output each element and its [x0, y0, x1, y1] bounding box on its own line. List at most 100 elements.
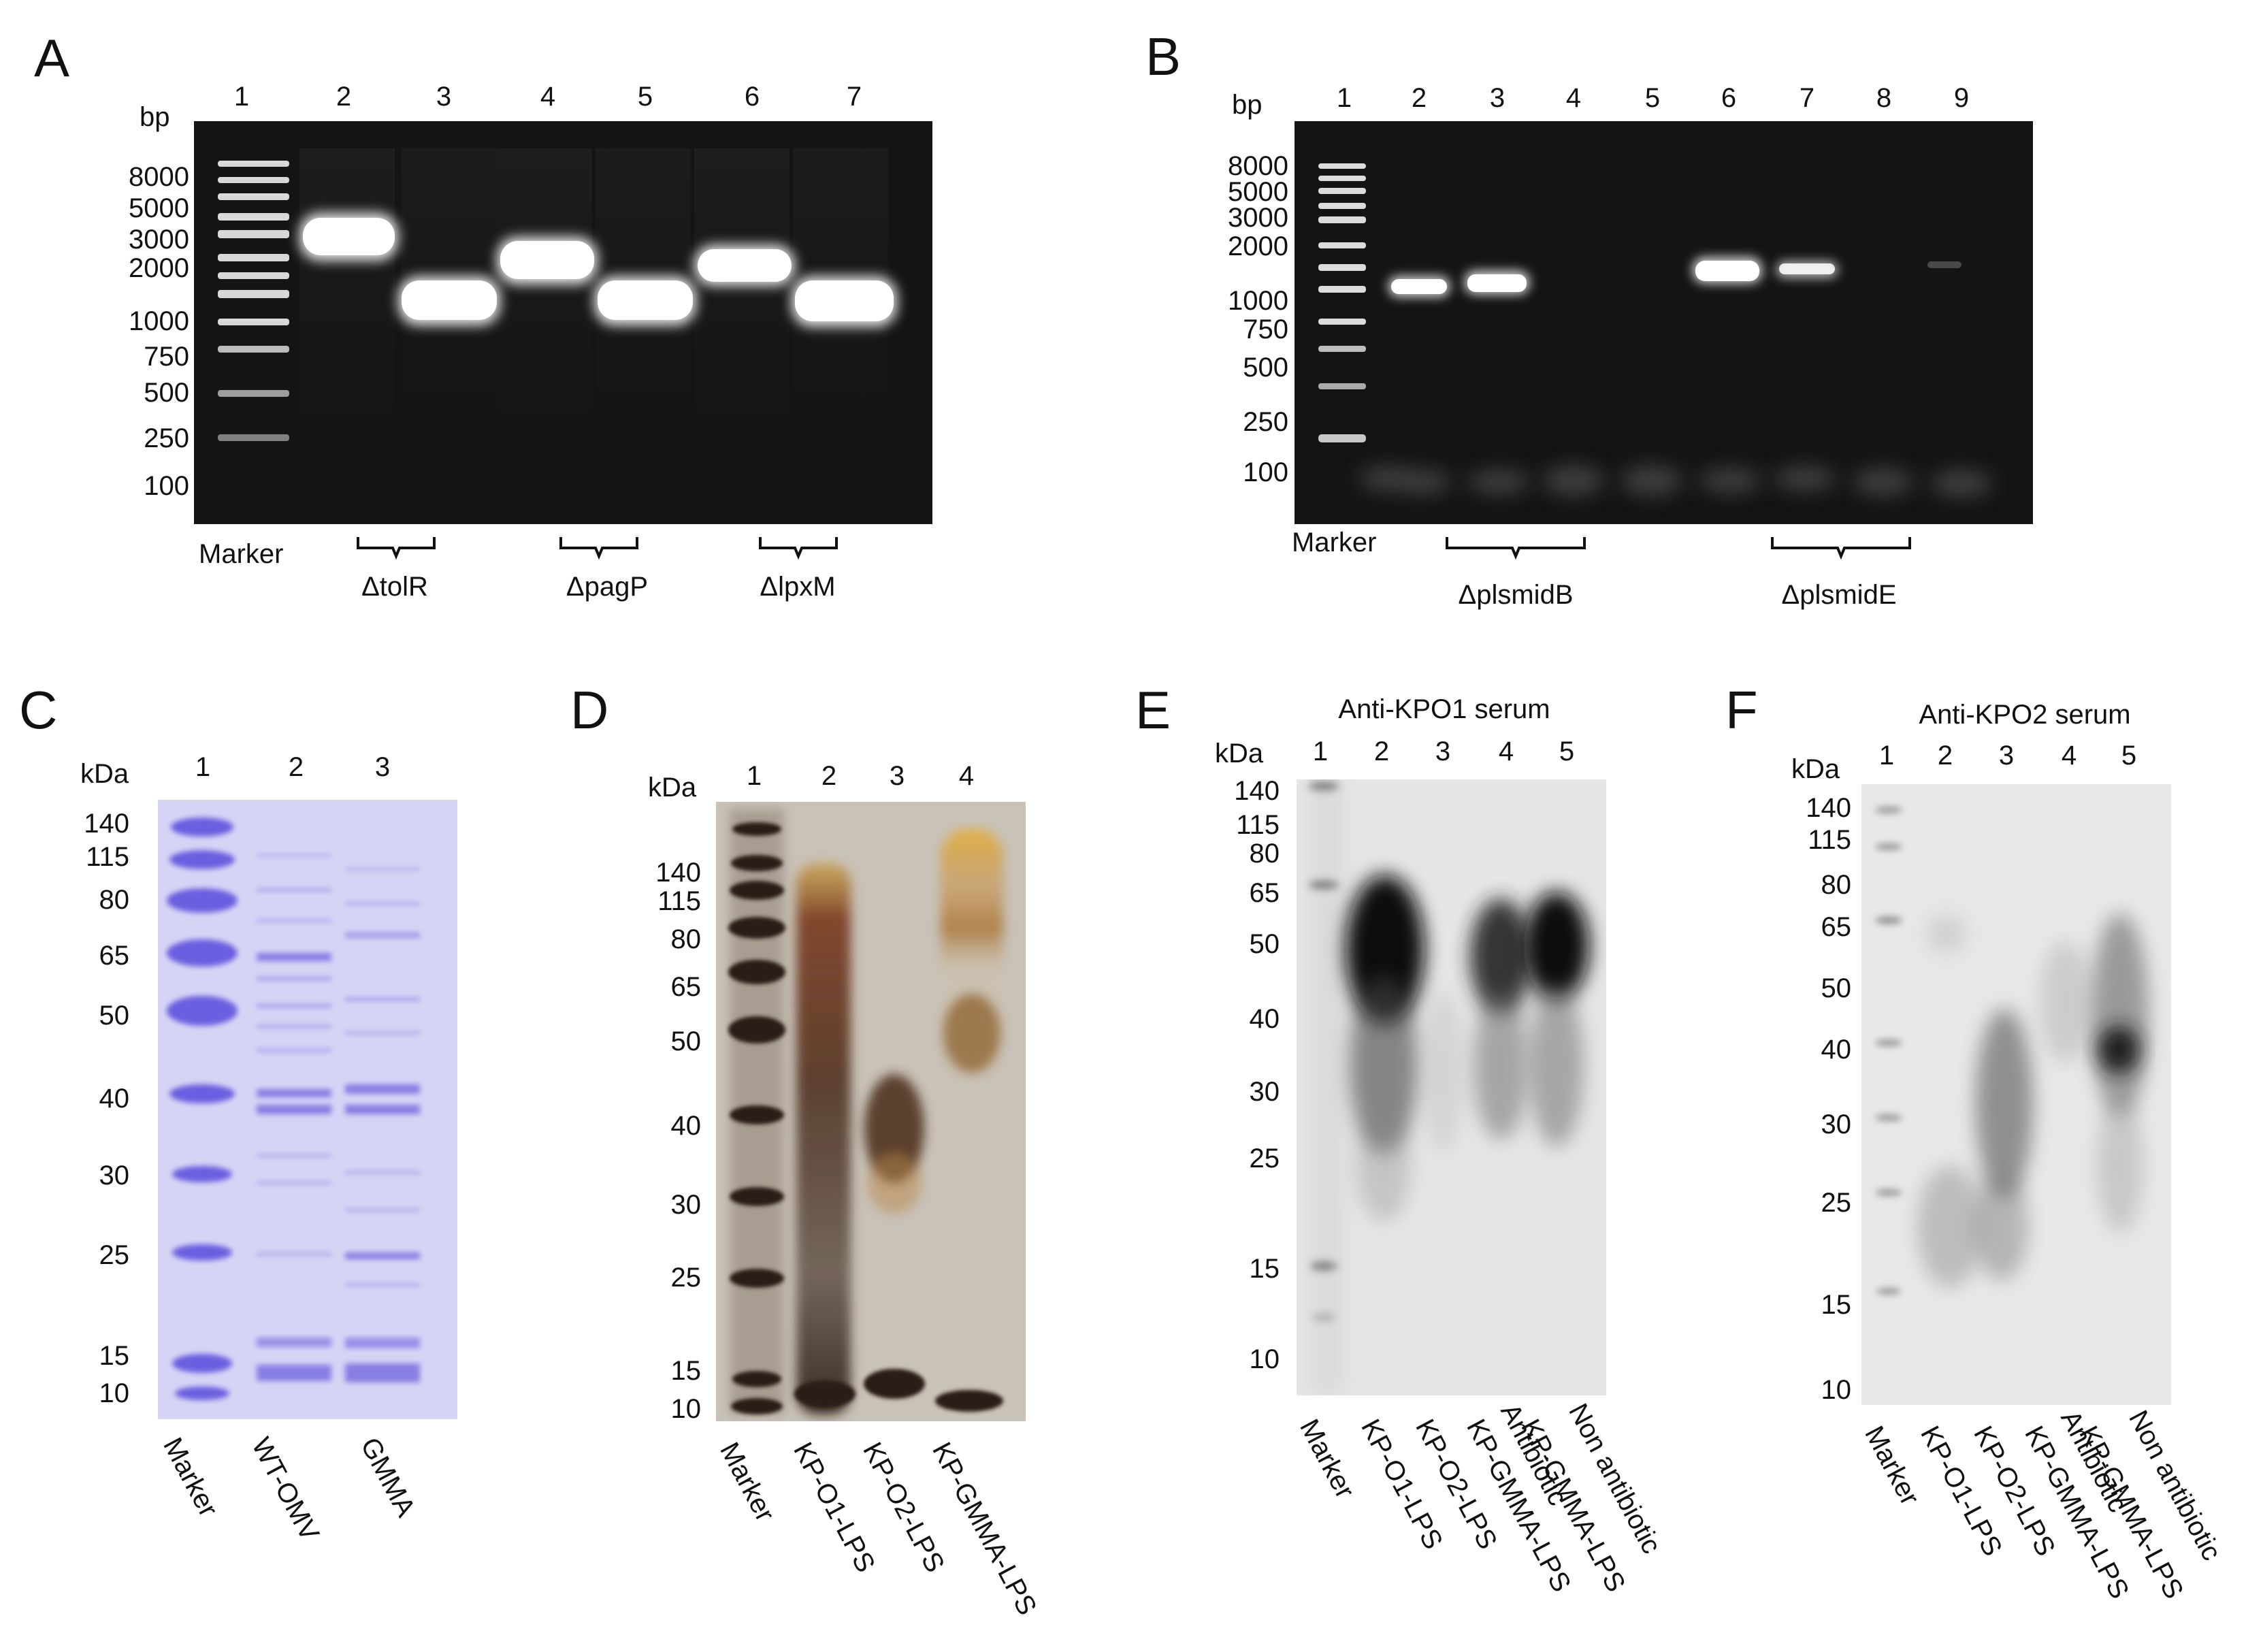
panel-f-marker-10: 10 [1821, 1375, 1852, 1405]
panel-a-marker-1000: 1000 [129, 306, 189, 336]
panel-e-marker-40: 40 [1249, 1004, 1280, 1034]
panel-a-lane-3: 3 [436, 82, 452, 112]
panel-b-marker-8000: 8000 [1228, 151, 1288, 181]
panel-d-gel-image [716, 802, 1026, 1421]
panel-d-marker-50: 50 [670, 1026, 702, 1056]
panel-b-marker-5000: 5000 [1228, 177, 1288, 207]
panel-d-letter: D [570, 680, 609, 740]
panel-d-marker-10: 10 [670, 1394, 702, 1424]
panel-e-lane-1: 1 [1312, 736, 1329, 766]
panel-f-lane-3: 3 [1998, 741, 2015, 771]
panel-f-marker-50: 50 [1821, 973, 1852, 1003]
panel-f-marker-65: 65 [1821, 912, 1852, 942]
panel-a-letter: A [34, 28, 70, 88]
panel-e-unit: kDa [1215, 739, 1264, 768]
panel-a-lane-7: 7 [846, 82, 862, 112]
panel-b-lane-3: 3 [1489, 83, 1505, 113]
panel-e-blot-image [1297, 779, 1606, 1395]
panel-f-title: Anti-KPO2 serum [1919, 700, 2131, 730]
panel-d-label-kp-gmma-lps: KP-GMMA-LPS [926, 1438, 1043, 1620]
panel-e-lane-3: 3 [1435, 736, 1451, 766]
panel-c-marker-25: 25 [99, 1240, 130, 1270]
panel-e-marker-50: 50 [1249, 929, 1280, 959]
panel-a-marker-250: 250 [144, 423, 189, 453]
panel-c-marker-50: 50 [99, 1001, 130, 1031]
panel-a-group-pagp: ΔpagP [566, 572, 649, 602]
panel-c-label-marker: Marker [157, 1433, 224, 1522]
panel-c-label-wt-omv: WT-OMV [246, 1433, 325, 1546]
panel-a-group-lpxm: ΔlpxM [760, 572, 836, 602]
panel-a-gel-image [194, 121, 932, 524]
panel-b-lane-5: 5 [1644, 83, 1661, 113]
panel-f-marker-15: 15 [1821, 1290, 1852, 1320]
panel-d-lane-3: 3 [889, 761, 905, 791]
panel-f-marker-25: 25 [1821, 1188, 1852, 1218]
panel-e-marker-80: 80 [1249, 839, 1280, 869]
panel-e-marker-15: 15 [1249, 1254, 1280, 1284]
panel-d-unit: kDa [648, 773, 697, 803]
panel-a-marker-500: 500 [144, 378, 189, 408]
panel-e-marker-140: 140 [1234, 776, 1280, 806]
panel-a-brace-2 [559, 537, 638, 560]
panel-b-marker-100: 100 [1243, 457, 1288, 487]
panel-a-lane-4: 4 [540, 82, 556, 112]
panel-c-marker-30: 30 [99, 1161, 130, 1191]
panel-f-marker-140: 140 [1806, 793, 1851, 823]
panel-b-marker-1000: 1000 [1228, 286, 1288, 316]
panel-e-marker-25: 25 [1249, 1144, 1280, 1173]
panel-e-lane-4: 4 [1498, 736, 1514, 766]
panel-c-label-gmma: GMMA [355, 1433, 421, 1522]
panel-f-marker-80: 80 [1821, 870, 1852, 900]
panel-d-marker-65: 65 [670, 972, 702, 1002]
panel-d-marker-15: 15 [670, 1356, 702, 1386]
panel-c-lane-1: 1 [195, 752, 211, 782]
panel-b-lane-2: 2 [1411, 83, 1427, 113]
panel-c-letter: C [19, 680, 58, 740]
panel-d-lane-1: 1 [746, 761, 762, 791]
panel-b-marker-3000: 3000 [1228, 203, 1288, 233]
panel-b-gel-image [1295, 121, 2033, 524]
panel-c-marker-80: 80 [99, 885, 130, 915]
panel-e-title: Anti-KPO1 serum [1338, 694, 1550, 724]
panel-f-blot-image [1861, 784, 2171, 1405]
panel-b-brace-1 [1446, 537, 1586, 560]
panel-a-marker-3000: 3000 [129, 225, 189, 255]
panel-b-lane-9: 9 [1953, 83, 1970, 113]
panel-a-marker-2000: 2000 [129, 253, 189, 283]
panel-a-lane-6: 6 [744, 82, 760, 112]
panel-f-marker-40: 40 [1821, 1035, 1852, 1065]
panel-d-marker-140: 140 [655, 858, 701, 888]
panel-c-lane-3: 3 [374, 752, 391, 782]
panel-c-marker-40: 40 [99, 1084, 130, 1114]
panel-b-lane-8: 8 [1876, 83, 1892, 113]
panel-d-lane-2: 2 [821, 761, 837, 791]
panel-d-marker-30: 30 [670, 1190, 702, 1220]
panel-d-marker-40: 40 [670, 1111, 702, 1141]
panel-a-marker-750: 750 [144, 342, 189, 372]
panel-a-marker-100: 100 [144, 471, 189, 501]
panel-a-brace-3 [759, 537, 838, 560]
panel-c-marker-115: 115 [86, 842, 129, 872]
panel-e-marker-65: 65 [1249, 878, 1280, 908]
panel-b-group-plsmidb: ΔplsmidB [1458, 580, 1574, 610]
panel-b-marker-label: Marker [1292, 528, 1377, 557]
panel-a-unit: bp [140, 102, 170, 132]
panel-b-lane-7: 7 [1799, 83, 1815, 113]
panel-a-marker-8000: 8000 [129, 162, 189, 192]
panel-e-marker-115: 115 [1236, 810, 1280, 840]
panel-a-lane-5: 5 [637, 82, 653, 112]
panel-d-lane-4: 4 [958, 761, 975, 791]
panel-c-marker-15: 15 [99, 1341, 130, 1371]
panel-b-marker-250: 250 [1243, 407, 1288, 437]
panel-f-marker-30: 30 [1821, 1110, 1852, 1139]
panel-c-marker-140: 140 [84, 809, 129, 839]
panel-a-brace-1 [357, 537, 436, 560]
panel-f-letter: F [1725, 680, 1758, 740]
panel-b-marker-500: 500 [1243, 353, 1288, 383]
panel-e-letter: E [1135, 680, 1171, 740]
panel-a-lane-1: 1 [233, 82, 250, 112]
panel-f-lane-1: 1 [1878, 741, 1895, 771]
panel-e-marker-10: 10 [1249, 1344, 1280, 1374]
panel-e-label-marker: Marker [1294, 1414, 1361, 1504]
panel-f-marker-115: 115 [1808, 825, 1851, 855]
